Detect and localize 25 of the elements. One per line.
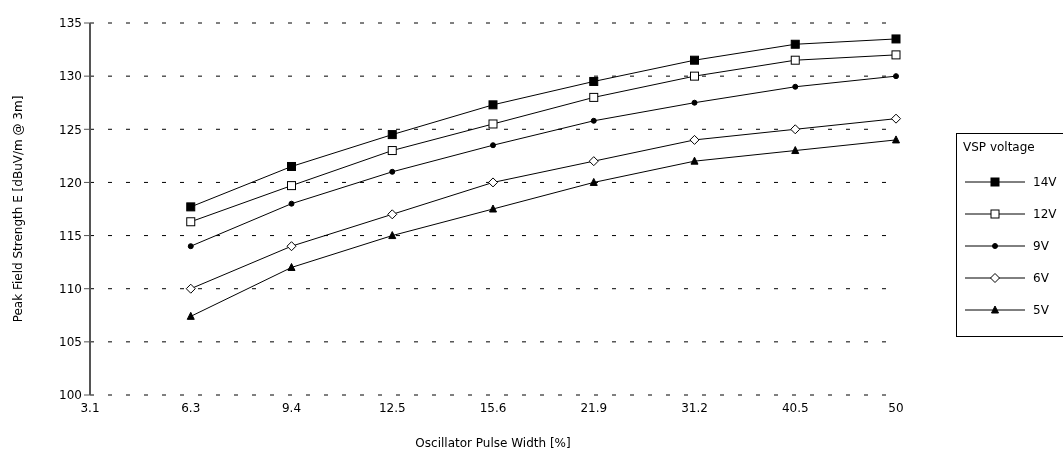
legend-label: 6V [1033, 271, 1049, 285]
y-tick-label: 100 [59, 388, 82, 403]
x-tick-label: 9.4 [281, 400, 302, 415]
x-tick-label: 3.1 [80, 400, 100, 415]
x-tick-label: 40.5 [781, 400, 809, 415]
x-tick-label: 50 [888, 400, 904, 415]
y-axis-title: Peak Field Strength E [dBuV/m @ 3m] [11, 95, 26, 323]
legend-label: 12V [1033, 207, 1057, 221]
x-axis-title: Oscillator Pulse Width [%] [415, 436, 571, 450]
legend-label: 9V [1033, 239, 1049, 253]
y-tick-label: 130 [59, 69, 82, 84]
x-tick-label: 12.5 [378, 400, 406, 415]
y-tick-label: 105 [59, 335, 82, 350]
legend-title: VSP voltage [963, 140, 1036, 154]
y-tick-label: 110 [59, 281, 82, 296]
x-tick-label: 6.3 [181, 400, 201, 415]
x-tick-label: 15.6 [479, 400, 507, 415]
y-tick-label: 115 [59, 228, 82, 243]
y-tick-label: 125 [59, 122, 82, 137]
legend-label: 5V [1033, 303, 1049, 317]
y-tick-label: 135 [59, 16, 82, 31]
x-tick-label: 31.2 [681, 400, 708, 415]
x-tick-label: 21.9 [580, 400, 608, 415]
legend-label: 14V [1033, 175, 1057, 189]
y-tick-label: 120 [59, 175, 82, 190]
